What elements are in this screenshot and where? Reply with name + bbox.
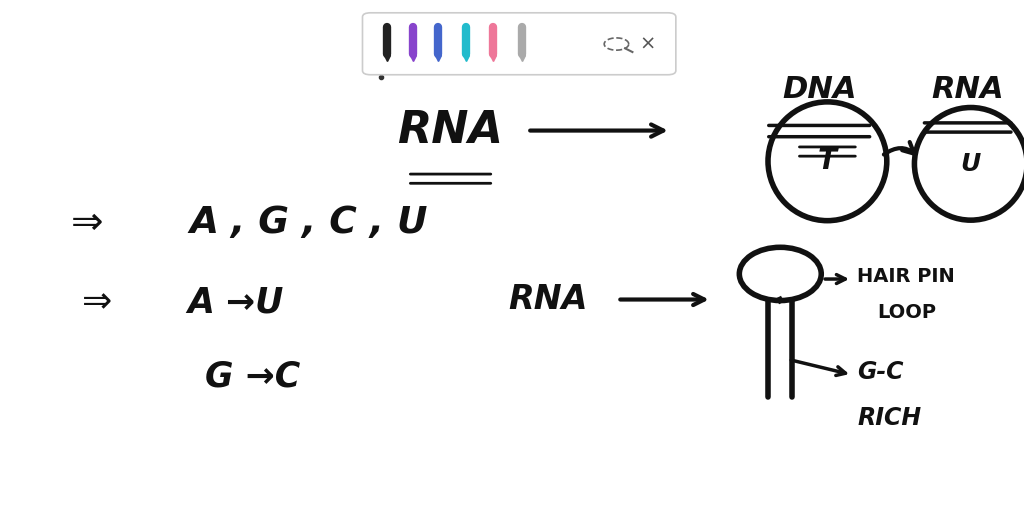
Text: LOOP: LOOP [878, 303, 937, 322]
Text: ⇒: ⇒ [82, 285, 113, 319]
Text: T: T [818, 147, 837, 175]
Text: RICH: RICH [857, 407, 922, 430]
Text: RNA: RNA [397, 109, 504, 152]
Text: A , G , C , U: A , G , C , U [189, 205, 428, 241]
FancyBboxPatch shape [362, 13, 676, 75]
Text: RNA: RNA [932, 75, 1004, 104]
Text: RNA: RNA [508, 283, 588, 316]
Text: G →C: G →C [205, 359, 300, 393]
Text: ⇒: ⇒ [71, 204, 103, 242]
Text: ×: × [639, 34, 655, 54]
Text: HAIR PIN: HAIR PIN [857, 267, 954, 286]
Text: G-C: G-C [857, 360, 903, 384]
Text: A →U: A →U [187, 285, 284, 319]
Text: U: U [961, 152, 981, 176]
Text: DNA: DNA [782, 75, 856, 104]
